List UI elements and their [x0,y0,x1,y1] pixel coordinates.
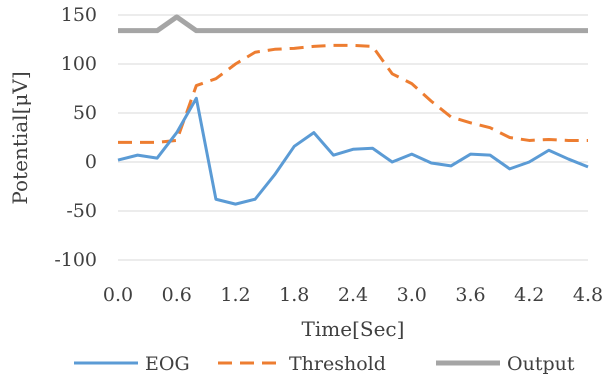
series-line-threshold [118,43,588,144]
x-tick-label: 4.2 [514,284,544,306]
y-tick-label: -100 [54,249,97,271]
gridlines [118,14,588,261]
x-axis-title: Time[Sec] [302,317,405,341]
legend-label-output: Output [507,353,575,375]
x-tick-label: 3.0 [397,284,427,306]
series-line-output [118,14,588,34]
y-tick-label: -50 [66,200,97,222]
series-layer [117,14,589,206]
legend-label-eog: EOG [145,353,190,375]
y-axis-tick-labels: -100 -50 0 50 100 150 [54,4,97,271]
x-tick-label: 4.8 [573,284,603,306]
x-tick-label: 3.6 [455,284,485,306]
x-tick-label: 0.6 [162,284,192,306]
series-line-eog [117,96,589,206]
x-tick-label: 2.4 [338,284,368,306]
x-tick-label: 0.0 [103,284,133,306]
legend: EOG Threshold Output [74,353,575,375]
x-axis-tick-labels: 0.0 0.6 1.2 1.8 2.4 3.0 3.6 4.2 4.8 [103,284,603,306]
x-tick-label: 1.8 [279,284,309,306]
legend-label-threshold: Threshold [289,353,386,375]
y-axis-title: Potential[μV] [8,71,32,204]
y-tick-label: 50 [73,102,97,124]
y-tick-label: 100 [61,53,97,75]
x-tick-label: 1.2 [220,284,250,306]
y-tick-label: 150 [61,4,97,26]
y-tick-label: 0 [85,151,97,173]
